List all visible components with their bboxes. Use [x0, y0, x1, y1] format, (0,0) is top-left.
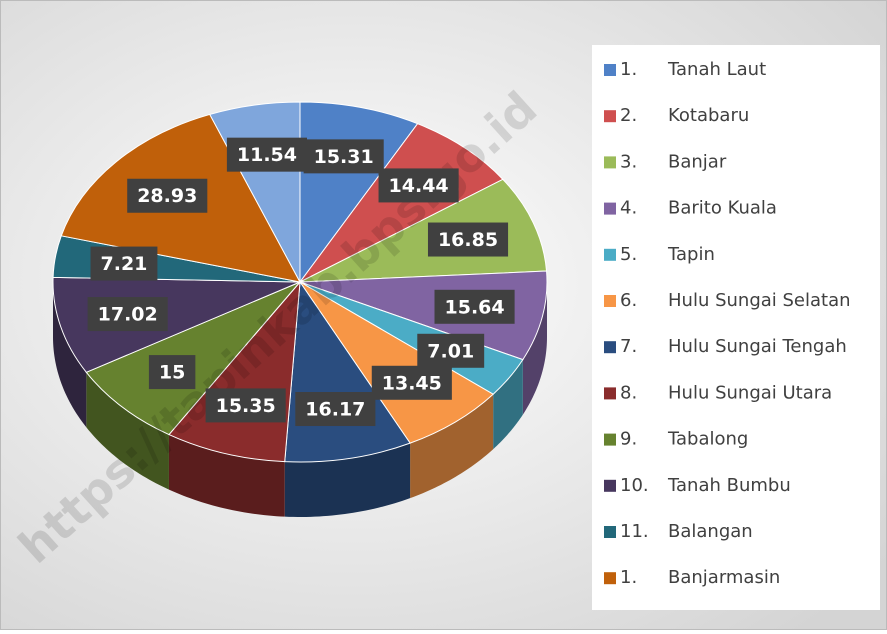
legend-marker: [604, 248, 616, 261]
data-label-box: [295, 392, 376, 427]
data-label-text: 15: [159, 362, 185, 384]
slice-side: [53, 282, 87, 428]
data-label-text: 13.45: [382, 372, 442, 394]
data-label: 28.93: [127, 178, 208, 213]
legend-label: Tapin: [667, 244, 715, 265]
data-label: 15.31: [303, 139, 384, 174]
data-label-text: 11.54: [237, 144, 297, 166]
legend-number: 9.: [620, 429, 637, 450]
legend-label: Hulu Sungai Selatan: [668, 290, 851, 311]
legend-label: Tabalong: [667, 429, 748, 450]
legend-marker: [604, 341, 616, 354]
data-label-text: 14.44: [389, 175, 449, 197]
data-label-box: [226, 137, 308, 172]
data-label: 15.64: [434, 289, 515, 324]
data-label-box: [427, 222, 509, 257]
data-label-box: [371, 365, 452, 400]
legend-marker: [604, 387, 616, 400]
slice-side: [522, 282, 547, 415]
data-label-text: 17.02: [98, 304, 158, 326]
data-label: 14.44: [378, 168, 459, 203]
data-label-box: [417, 333, 485, 368]
data-label-box: [434, 289, 515, 324]
legend-number: 8.: [620, 382, 637, 403]
legend-marker: [604, 526, 616, 538]
legend-marker: [604, 479, 616, 492]
data-label-text: 16.85: [438, 229, 498, 251]
data-label-text: 15.35: [216, 395, 276, 417]
legend-label: Tanah Bumbu: [667, 475, 791, 496]
data-label: 7.21: [90, 246, 158, 281]
slice-side: [284, 443, 411, 517]
data-label: 16.17: [295, 392, 376, 427]
legend-number: 3.: [620, 151, 637, 172]
data-label-text: 7.21: [101, 253, 148, 275]
data-label-box: [87, 297, 168, 332]
data-label: 15.35: [205, 388, 286, 423]
legend-label: Balangan: [668, 521, 753, 542]
legend-number: 6.: [620, 290, 637, 311]
legend-label: Banjar: [668, 151, 727, 172]
data-label-text: 16.17: [305, 399, 365, 421]
legend: 1. Tanah Laut 2. Kotabaru 3. Banjar 4. Barito K…: [604, 59, 851, 588]
legend-marker: [604, 110, 616, 123]
data-label: 16.85: [427, 222, 509, 257]
legend-number: 7.: [620, 336, 637, 357]
legend-number: 1.: [620, 567, 637, 588]
legend-number: 10.: [620, 475, 649, 496]
data-label-text: 28.93: [137, 185, 197, 207]
legend-number: 11.: [620, 521, 649, 542]
legend-box: [592, 45, 880, 610]
legend-number: 1.: [620, 59, 637, 80]
legend-marker: [604, 202, 616, 215]
legend-marker: [604, 156, 616, 169]
data-label-text: 7.01: [427, 340, 474, 362]
data-label: 17.02: [87, 297, 168, 332]
slice: [299, 123, 504, 283]
data-label-box: [127, 178, 208, 213]
legend-marker: [604, 572, 616, 585]
data-label: 15: [148, 355, 196, 390]
slice-side: [410, 394, 494, 499]
data-label: 11.54: [226, 137, 308, 172]
data-label-box: [303, 139, 384, 174]
data-label-box: [378, 168, 459, 203]
data-label-box: [90, 246, 158, 281]
legend-marker: [604, 64, 616, 76]
slice-side: [86, 372, 169, 490]
data-label-text: 15.64: [445, 296, 505, 318]
slice-side: [493, 359, 523, 450]
data-label: 7.01: [417, 333, 485, 368]
legend-marker: [604, 295, 616, 307]
legend-label: Hulu Sungai Tengah: [668, 336, 847, 357]
legend-label: Tanah Laut: [667, 59, 766, 80]
legend-label: Banjarmasin: [668, 567, 780, 588]
data-labels: 15.31 14.44 16.85 15.64 7.01 13.45 16.17 15.35 1…: [87, 137, 515, 427]
slice-side: [168, 434, 285, 517]
legend-number: 2.: [620, 105, 637, 126]
legend-number: 5.: [620, 244, 637, 265]
legend-marker: [604, 433, 616, 446]
data-label-box: [205, 388, 286, 423]
slice: [299, 281, 494, 444]
legend-label: Hulu Sungai Utara: [668, 382, 832, 403]
data-label-text: 15.31: [314, 146, 374, 168]
legend-label: Barito Kuala: [668, 198, 777, 219]
legend-label: Kotabaru: [668, 105, 749, 126]
legend-number: 4.: [620, 198, 637, 219]
data-label-box: [148, 355, 196, 390]
data-label: 13.45: [371, 365, 452, 400]
